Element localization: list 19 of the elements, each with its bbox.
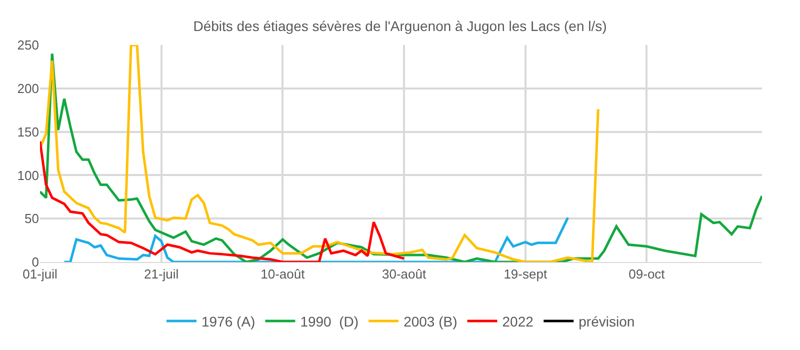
y-tick-label: 150: [17, 124, 39, 140]
x-tick-label: 09-oct: [628, 266, 666, 282]
x-tick-label: 10-août: [260, 266, 306, 282]
line-series: [40, 45, 600, 262]
y-tick-label: 100: [17, 168, 39, 183]
legend-label: prévision: [578, 313, 635, 330]
y-tick-label: 50: [24, 211, 39, 226]
x-tick-label: 21-juil: [144, 266, 179, 282]
x-tick-label: 19-sept: [504, 266, 548, 282]
line-series: [40, 140, 406, 262]
y-tick-label: 250: [17, 38, 39, 53]
legend-label: 2003 (B): [404, 313, 458, 330]
legend-label: 2022: [502, 313, 534, 330]
x-tick-label: 30-août: [382, 266, 426, 282]
legend-label: 1976 (A): [202, 313, 256, 330]
chart-title: Débits des étiages sévères de l'Arguenon à Jugon les Lacs (en l/s): [193, 18, 607, 34]
y-tick-label: 200: [17, 80, 39, 96]
line-series: [63, 216, 570, 262]
legend-label: 1990 (D): [300, 313, 359, 330]
